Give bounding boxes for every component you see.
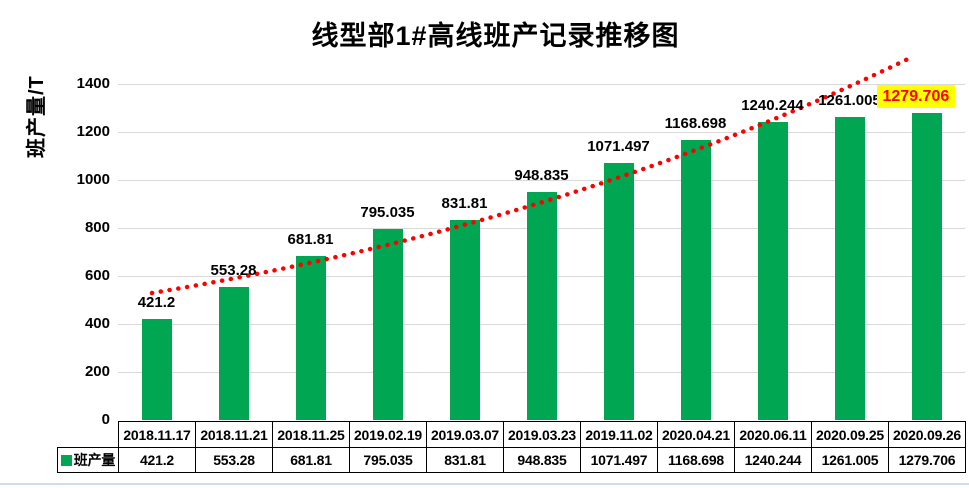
bottom-edge-divider [0,483,969,485]
date-header-cell: 2020.06.11 [734,421,812,448]
value-cell: 421.2 [118,447,196,473]
value-cell: 948.835 [503,447,581,473]
bar-value-label: 1168.698 [664,114,727,132]
date-header-cell: 2019.02.19 [349,421,427,448]
bar-value-label: 1279.706 [876,84,956,108]
bar [757,122,788,420]
date-header-cell: 2019.11.02 [580,421,658,448]
bar [911,112,942,420]
y-tick-label: 800 [84,219,110,236]
plot-area [118,84,965,420]
table-corner-blank [58,422,119,448]
y-tick-label: 0 [101,411,110,428]
bar-value-label: 681.81 [287,231,334,249]
date-header-row: 2018.11.17 2018.11.21 2018.11.25 2019.02.19… [58,421,966,448]
date-header-cell: 2019.03.07 [426,421,504,448]
bar [834,117,865,420]
gridline [118,84,965,85]
bar [680,139,711,420]
bar [449,220,480,420]
date-header-cell: 2020.09.25 [811,421,889,448]
y-axis-title: 班产量/T [26,75,48,158]
date-header-cell: 2020.04.21 [657,421,735,448]
date-header-cell: 2018.11.17 [118,421,196,448]
date-header-cell: 2018.11.25 [272,421,350,448]
bar [295,256,326,420]
value-cell: 831.81 [426,447,504,473]
value-cell: 795.035 [349,447,427,473]
bar-value-label: 831.81 [441,195,488,213]
bar-value-label: 948.835 [514,167,569,185]
date-header-cell: 2020.09.26 [888,421,966,448]
legend-cell: 班产量 [57,447,119,473]
bar [218,287,249,420]
y-tick-label: 400 [84,315,110,332]
bar-value-label: 421.2 [137,293,176,311]
series-legend-swatch [60,454,72,466]
chart-title: 线型部1#高线班产记录推移图 [311,21,680,51]
value-cell: 681.81 [272,447,350,473]
y-tick-label: 600 [84,267,110,284]
value-cell: 553.28 [195,447,273,473]
value-cell: 1168.698 [657,447,735,473]
bar [603,162,634,420]
series-legend-label: 班产量 [73,452,116,468]
value-cell: 1261.005 [811,447,889,473]
bar [526,192,557,420]
bar-value-label: 1071.497 [587,137,650,155]
date-header-cell: 2019.03.23 [503,421,581,448]
y-tick-label: 200 [84,363,110,380]
value-cell: 1279.706 [888,447,966,473]
bar [141,318,172,420]
bar-value-label: 553.28 [210,262,257,280]
bar [372,229,403,420]
y-tick-label: 1200 [76,123,110,140]
data-table: 2018.11.17 2018.11.21 2018.11.25 2019.02.19… [57,421,966,473]
y-tick-label: 1400 [76,75,110,92]
value-cell: 1071.497 [580,447,658,473]
y-tick-label: 1000 [76,171,110,188]
date-header-cell: 2018.11.21 [195,421,273,448]
value-row: 班产量 421.2 553.28 681.81 795.035 831.81 948.83… [57,447,966,473]
value-cell: 1240.244 [734,447,812,473]
